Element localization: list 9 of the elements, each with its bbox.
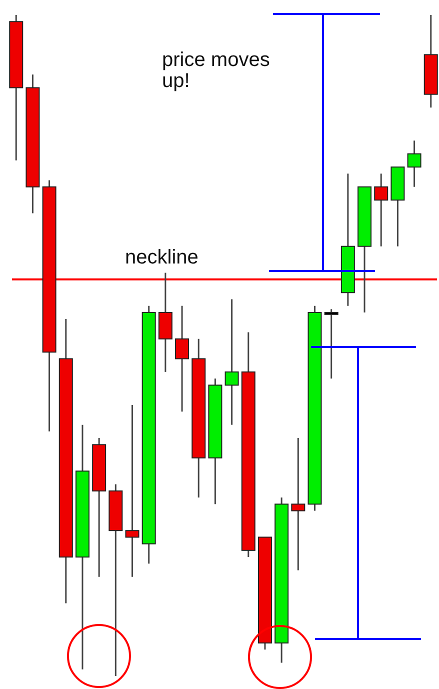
- candlestick: [175, 305, 190, 412]
- candlestick: [125, 404, 140, 578]
- candlestick: [324, 308, 338, 380]
- candlestick: [407, 140, 422, 188]
- candlestick: [224, 298, 239, 426]
- annotation: price moves up!: [162, 49, 270, 92]
- ref-line-label: neckline: [125, 246, 198, 268]
- candlestick: [374, 172, 388, 248]
- candlestick: [291, 437, 306, 571]
